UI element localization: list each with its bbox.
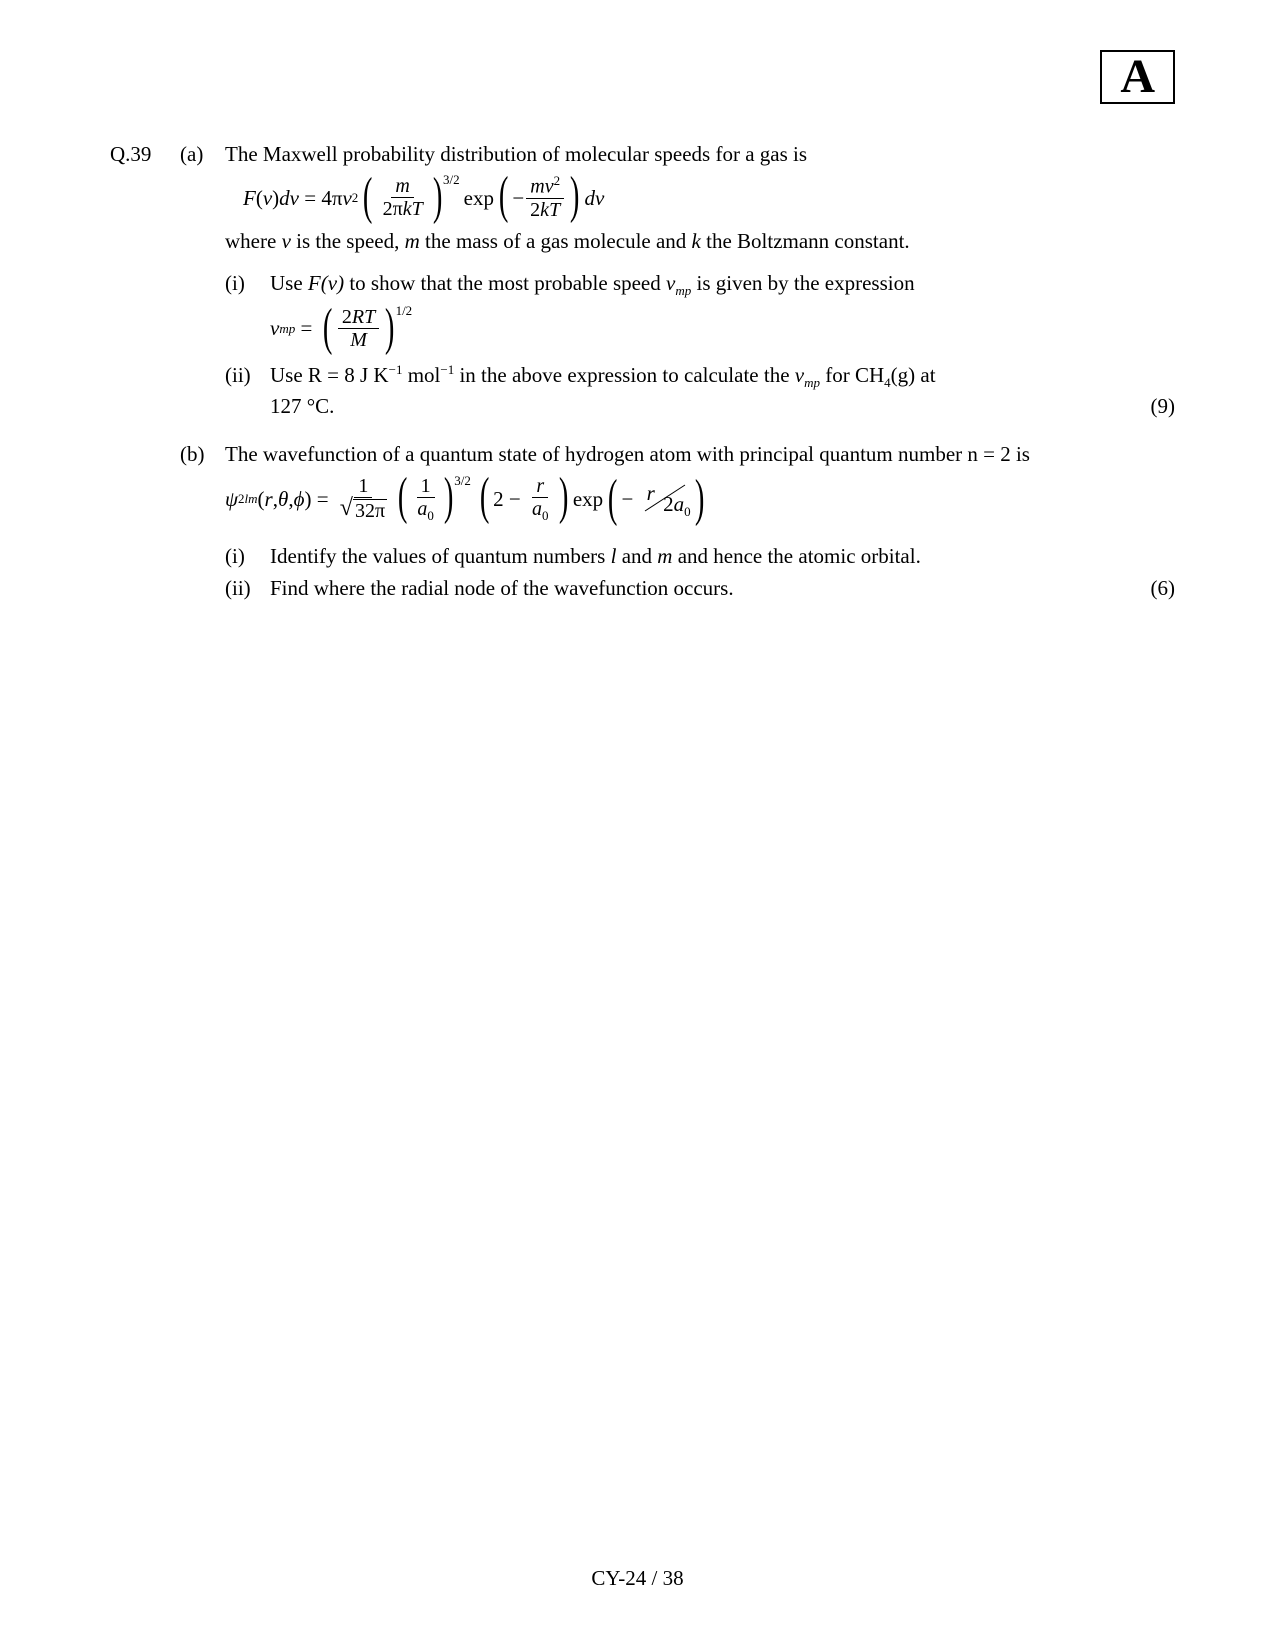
question-number: Q.39	[110, 140, 180, 168]
part-a-intro: The Maxwell probability distribution of …	[225, 140, 1175, 168]
part-b-ii: (ii) Find where the radial node of the w…	[225, 574, 1175, 602]
part-b-i-body: Identify the values of quantum numbers l…	[270, 542, 1175, 570]
part-a-ii: (ii) Use R = 8 J K−1 mol−1 in the above …	[225, 361, 1175, 420]
part-b-intro: The wavefunction of a quantum state of h…	[225, 440, 1175, 468]
part-b-i-num: (i)	[225, 542, 270, 570]
question-row-a: Q.39 (a) The Maxwell probability distrib…	[110, 140, 1175, 420]
page: A Q.39 (a) The Maxwell probability distr…	[0, 0, 1275, 1651]
part-a-i-num: (i)	[225, 269, 270, 297]
part-b-ii-body: Find where the radial node of the wavefu…	[270, 574, 1175, 602]
page-footer: CY-24 / 38	[0, 1566, 1275, 1591]
part-a-ii-line2: 127 °C.	[270, 394, 334, 418]
part-b-label: (b)	[180, 440, 225, 468]
part-a-i: (i) Use F(v) to show that the most proba…	[225, 269, 1175, 357]
part-a-ii-body: Use R = 8 J K−1 mol−1 in the above expre…	[270, 361, 1175, 420]
part-b-ii-num: (ii)	[225, 574, 270, 602]
part-a-i-body: Use F(v) to show that the most probable …	[270, 269, 1175, 357]
part-a-body: The Maxwell probability distribution of …	[225, 140, 1175, 420]
maxwell-equation: F(v)dv = 4πv2 ( m 2πkT ) 3/2 exp	[243, 174, 1175, 221]
content: Q.39 (a) The Maxwell probability distrib…	[110, 140, 1175, 603]
part-a-marks: (9)	[1151, 392, 1176, 420]
part-a-where: where v is the speed, m the mass of a ga…	[225, 227, 1175, 255]
part-b-marks: (6)	[1151, 574, 1176, 602]
section-badge: A	[1100, 50, 1175, 104]
part-a-ii-num: (ii)	[225, 361, 270, 389]
part-a-label: (a)	[180, 140, 225, 168]
part-b-i: (i) Identify the values of quantum numbe…	[225, 542, 1175, 570]
part-b-body: The wavefunction of a quantum state of h…	[225, 440, 1175, 602]
wavefunction-equation: ψ2lm (r,θ,ϕ) = 1 √32π ( 1	[225, 475, 1175, 524]
question-row-b: (b) The wavefunction of a quantum state …	[110, 440, 1175, 602]
vmp-equation: vmp = ( 2RT M )	[270, 306, 1175, 351]
